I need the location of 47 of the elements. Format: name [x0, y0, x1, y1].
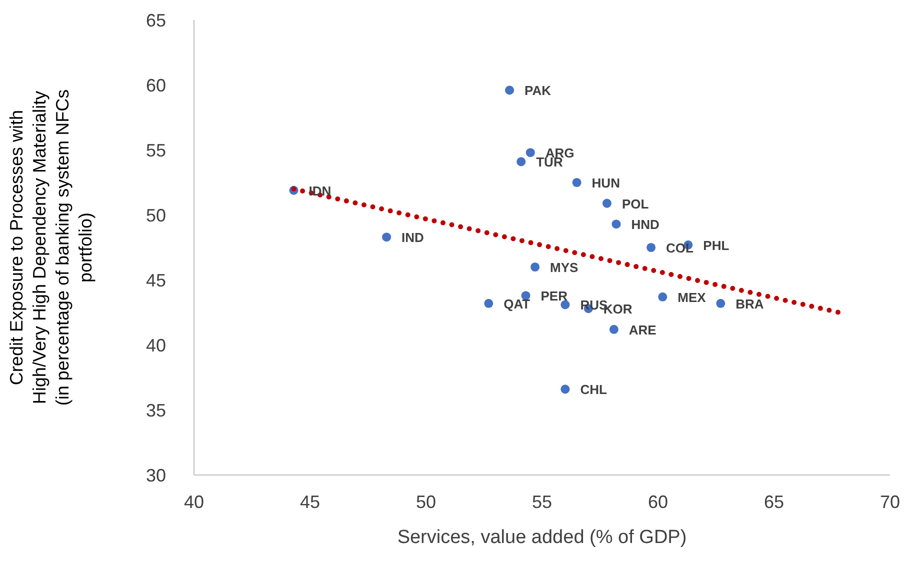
point	[572, 178, 582, 188]
x-tick-label: 60	[648, 492, 668, 512]
y-tick-label: 55	[146, 140, 166, 160]
y-tick-label: 45	[146, 270, 166, 290]
x-tick-label: 55	[532, 492, 552, 512]
data-label: COL	[666, 240, 694, 256]
point	[484, 298, 494, 308]
y-tick-label: 30	[146, 465, 166, 486]
y-tick-label: 65	[146, 10, 166, 30]
x-tick-label: 65	[764, 492, 784, 512]
data-label: IND	[402, 230, 424, 246]
data-label: PER	[540, 288, 568, 304]
y-tick-label: 60	[146, 75, 166, 96]
point	[516, 157, 526, 166]
point	[716, 298, 726, 308]
data-label: QAT	[504, 296, 530, 312]
point	[526, 148, 535, 158]
data-label: PAK	[524, 83, 552, 98]
data-label: HUN	[592, 176, 620, 190]
x-tick-label: 40	[184, 492, 204, 512]
point	[658, 292, 668, 302]
y-axis-title: Credit Exposure to Processes with High/Very High Dependency Materiality (in percentage of banking system NFCs portfolio)	[6, 89, 96, 406]
x-tick-label: 50	[416, 492, 436, 512]
point	[382, 232, 392, 242]
data-label: CHL	[580, 382, 607, 398]
point	[646, 242, 656, 252]
x-tick-label: 45	[300, 492, 320, 512]
x-axis-title: Services, value added (% of GDP)	[397, 527, 687, 548]
data-label: HND	[631, 217, 660, 232]
y-tick-label: 40	[146, 335, 166, 356]
data-label: POL	[622, 196, 649, 212]
point	[560, 384, 570, 394]
data-label: ARE	[628, 322, 657, 338]
data-label: BRA	[736, 296, 764, 312]
point	[560, 300, 570, 310]
point	[505, 86, 514, 95]
x-tick-label: 70	[880, 492, 900, 512]
point	[530, 262, 540, 272]
data-label: PHL	[703, 238, 730, 253]
y-tick-label: 50	[146, 205, 166, 226]
data-label: MYS	[550, 260, 579, 275]
data-label: IDN	[308, 183, 332, 198]
data-label: MEX	[678, 290, 706, 305]
point	[609, 324, 618, 334]
point	[602, 198, 612, 208]
point	[612, 220, 621, 229]
y-tick-label: 35	[146, 400, 166, 420]
